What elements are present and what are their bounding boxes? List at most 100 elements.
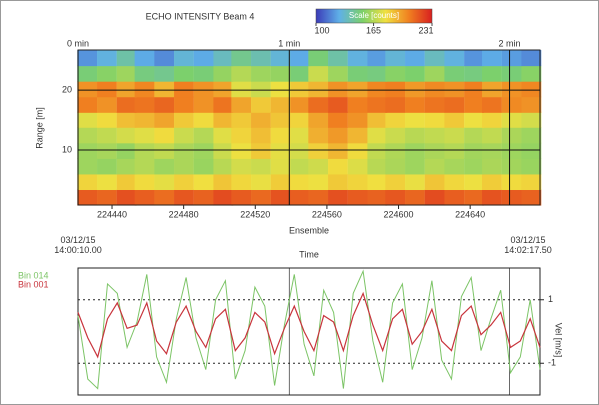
heatmap-cell: [347, 142, 368, 159]
heatmap-cell: [347, 158, 368, 175]
heatmap-cell: [77, 50, 98, 67]
heatmap-cell: [270, 81, 291, 98]
colorbar-tick-label: 231: [418, 25, 433, 35]
x-axis-label: Ensemble: [289, 225, 329, 235]
legend-label: Bin 014: [18, 270, 49, 280]
heatmap-cell: [251, 173, 271, 191]
heatmap-cell: [521, 81, 542, 98]
heatmap-cell: [174, 65, 194, 82]
heatmap-cell: [347, 81, 368, 98]
heatmap-cell: [482, 96, 502, 113]
heatmap-cell: [521, 127, 542, 144]
heatmap-cell: [367, 127, 388, 144]
heatmap-cell: [444, 158, 465, 175]
heatmap-cell: [270, 189, 291, 206]
heatmap-cell: [405, 81, 425, 98]
y-axis-label: Range [m]: [34, 107, 44, 149]
heatmap-cell: [482, 142, 502, 159]
heatmap-cell: [367, 189, 388, 206]
heatmap-cell: [213, 142, 234, 159]
heatmap-cell: [77, 81, 98, 98]
heatmap-cell: [290, 189, 311, 206]
heatmap-cell: [77, 173, 98, 191]
heatmap-cell: [134, 81, 155, 98]
y-tick-label: 10: [62, 144, 72, 154]
heatmap-cell: [213, 81, 234, 98]
heatmap-cell: [134, 111, 155, 128]
heatmap-cell: [464, 173, 484, 191]
series-line: [77, 269, 541, 390]
heatmap-cell: [367, 50, 388, 67]
heatmap-cell: [251, 158, 271, 175]
heatmap-cell: [134, 189, 155, 206]
heatmap-cell: [116, 142, 137, 159]
heatmap-cell: [193, 173, 214, 191]
heatmap-cell: [290, 127, 311, 144]
heatmap-cell: [231, 189, 252, 206]
heatmap-cell: [464, 142, 484, 159]
heatmap-cell: [290, 142, 311, 159]
heatmap-cell: [308, 50, 329, 67]
heatmap-cell: [347, 127, 368, 144]
heatmap-cell: [213, 158, 234, 175]
colorbar-tick-label: 100: [314, 25, 329, 35]
heatmap-cell: [328, 96, 348, 113]
x-tick-label: 224640: [455, 209, 485, 219]
heatmap-cell: [213, 96, 234, 113]
heatmap-cell: [521, 50, 542, 67]
end-label: 03/12/15 14:02:17.50: [504, 235, 552, 255]
heatmap-cell: [134, 127, 155, 144]
heatmap-cell: [213, 173, 234, 191]
heatmap-cell: [464, 111, 484, 128]
y-tick-label: 1: [548, 294, 553, 304]
heatmap-cell: [174, 142, 194, 159]
heatmap-cell: [174, 189, 194, 206]
heatmap-cell: [270, 158, 291, 175]
chart-title: ECHO INTENSITY Beam 4: [146, 11, 255, 21]
heatmap-cell: [385, 173, 406, 191]
heatmap-cell: [482, 81, 502, 98]
heatmap-cell: [521, 65, 542, 82]
heatmap-cell: [213, 189, 234, 206]
heatmap-cell: [154, 127, 175, 144]
heatmap-cell: [154, 158, 175, 175]
heatmap-cell: [231, 111, 252, 128]
heatmap-cell: [97, 127, 117, 144]
heatmap-cell: [174, 50, 194, 67]
heatmap-cell: [193, 111, 214, 128]
heatmap-cell: [193, 142, 214, 159]
heatmap-cell: [405, 111, 425, 128]
heatmap-cell: [444, 50, 465, 67]
heatmap-cell: [424, 173, 445, 191]
heatmap-cell: [444, 96, 465, 113]
x-tick-label: 224520: [240, 209, 270, 219]
heatmap-cell: [154, 142, 175, 159]
heatmap-cell: [231, 127, 252, 144]
x-tick-label: 224560: [312, 209, 342, 219]
heatmap-cell: [501, 173, 522, 191]
heatmap-cell: [251, 96, 271, 113]
heatmap-cell: [367, 173, 388, 191]
heatmap-cell: [231, 158, 252, 175]
colorbar-title: Scale [counts]: [349, 11, 399, 20]
heatmap-cell: [308, 111, 329, 128]
heatmap-cell: [270, 65, 291, 82]
heatmap-cell: [290, 96, 311, 113]
heatmap-cell: [97, 65, 117, 82]
heatmap-cell: [385, 127, 406, 144]
heatmap-cell: [328, 81, 348, 98]
heatmap-cell: [328, 127, 348, 144]
heatmap-cell: [347, 65, 368, 82]
heatmap-cell: [231, 50, 252, 67]
heatmap-cell: [116, 50, 137, 67]
label-line: 14:00:10.00: [54, 245, 102, 255]
heatmap-cell: [77, 142, 98, 159]
heatmap-cell: [347, 189, 368, 206]
heatmap-cell: [134, 173, 155, 191]
heatmap-cell: [174, 173, 194, 191]
heatmap-cell: [405, 127, 425, 144]
heatmap-cell: [193, 65, 214, 82]
heatmap-cell: [424, 158, 445, 175]
heatmap-cell: [213, 65, 234, 82]
heatmap-cell: [134, 96, 155, 113]
